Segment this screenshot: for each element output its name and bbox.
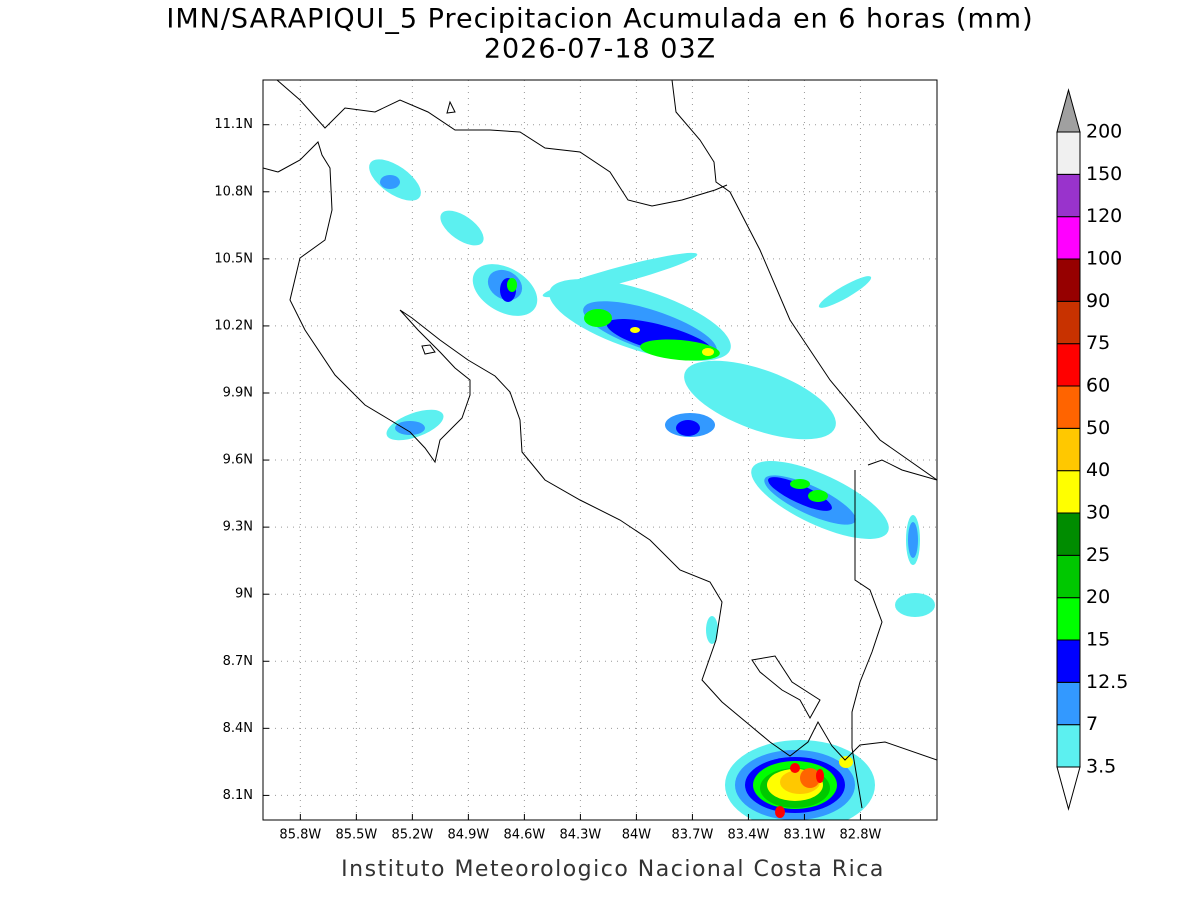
footer: Instituto Meteorologico Nacional Costa R… <box>341 857 885 882</box>
y-tick-label: 8.7N <box>223 654 253 669</box>
y-tick-label: 9.3N <box>223 520 253 535</box>
colorbar-label: 3.5 <box>1086 756 1116 778</box>
colorbar-band <box>1056 427 1081 472</box>
colorbar-label: 50 <box>1086 417 1110 439</box>
x-tick-label: 84W <box>622 828 652 843</box>
axes: 85.8W 85.5W 85.2W 84.9W 84.6W 84.3W 84W 83.7W 83… <box>214 117 881 842</box>
map-frame <box>262 79 938 821</box>
subtitle: 2026-07-18 03Z <box>484 34 716 65</box>
colorbar-label: 30 <box>1086 502 1110 524</box>
x-tick-label: 83.1W <box>784 828 826 843</box>
y-tick-label: 8.1N <box>223 788 253 803</box>
x-tick-label: 85.5W <box>335 828 377 843</box>
y-tick-label: 10.2N <box>214 318 253 333</box>
x-tick-label: 83.7W <box>672 828 714 843</box>
x-tick-label: 85.2W <box>391 828 433 843</box>
colorbar-band <box>1056 216 1081 260</box>
x-tick-label: 84.3W <box>559 828 601 843</box>
y-tick-label: 8.4N <box>223 721 253 736</box>
x-tick-label: 84.6W <box>503 828 545 843</box>
colorbar-label: 150 <box>1086 163 1122 185</box>
y-tick-label: 9.9N <box>223 385 253 400</box>
y-tick-label: 10.8N <box>214 184 253 199</box>
coastlines <box>263 80 937 809</box>
colorbar-band <box>1056 639 1081 683</box>
colorbar-band <box>1056 554 1081 599</box>
colorbar-band <box>1056 597 1081 641</box>
colorbar-label: 120 <box>1086 205 1122 227</box>
y-tick-label: 11.1N <box>214 117 253 132</box>
colorbar-band <box>1056 258 1081 302</box>
colorbar-band <box>1056 385 1081 429</box>
colorbar-label: 200 <box>1086 121 1122 143</box>
colorbar-label: 90 <box>1086 290 1110 312</box>
colorbar-label: 60 <box>1086 375 1110 397</box>
colorbar-label: 15 <box>1086 629 1110 651</box>
colorbar: 3.5 7 12.5 15 20 25 30 40 50 60 75 90 100 120 150 200 <box>1056 88 1128 811</box>
title: IMN/SARAPIQUI_5 Precipitacion Acumulada … <box>166 4 1033 35</box>
colorbar-band <box>1056 343 1081 387</box>
grid <box>263 80 937 820</box>
colorbar-label: 25 <box>1086 544 1110 566</box>
y-tick-label: 10.5N <box>214 251 253 266</box>
colorbar-band <box>1056 681 1081 726</box>
colorbar-band <box>1056 724 1081 768</box>
precipitation-field <box>369 159 935 820</box>
colorbar-band <box>1056 300 1081 345</box>
colorbar-band <box>1056 131 1081 175</box>
x-tick-label: 83.4W <box>728 828 770 843</box>
colorbar-label: 40 <box>1086 459 1110 481</box>
colorbar-over <box>1056 88 1081 133</box>
y-tick-label: 9.6N <box>223 453 253 468</box>
colorbar-label: 100 <box>1086 248 1122 270</box>
colorbar-band <box>1056 173 1081 218</box>
colorbar-label: 75 <box>1086 332 1110 354</box>
colorbar-label: 12.5 <box>1086 671 1128 693</box>
colorbar-label: 7 <box>1086 713 1098 735</box>
y-tick-label: 9N <box>235 587 253 602</box>
x-tick-label: 84.9W <box>447 828 489 843</box>
colorbar-band <box>1056 470 1081 514</box>
colorbar-label: 20 <box>1086 586 1110 608</box>
colorbar-band <box>1056 512 1081 556</box>
x-tick-label: 82.8W <box>840 828 882 843</box>
x-tick-label: 85.8W <box>279 828 321 843</box>
colorbar-under <box>1056 766 1081 811</box>
